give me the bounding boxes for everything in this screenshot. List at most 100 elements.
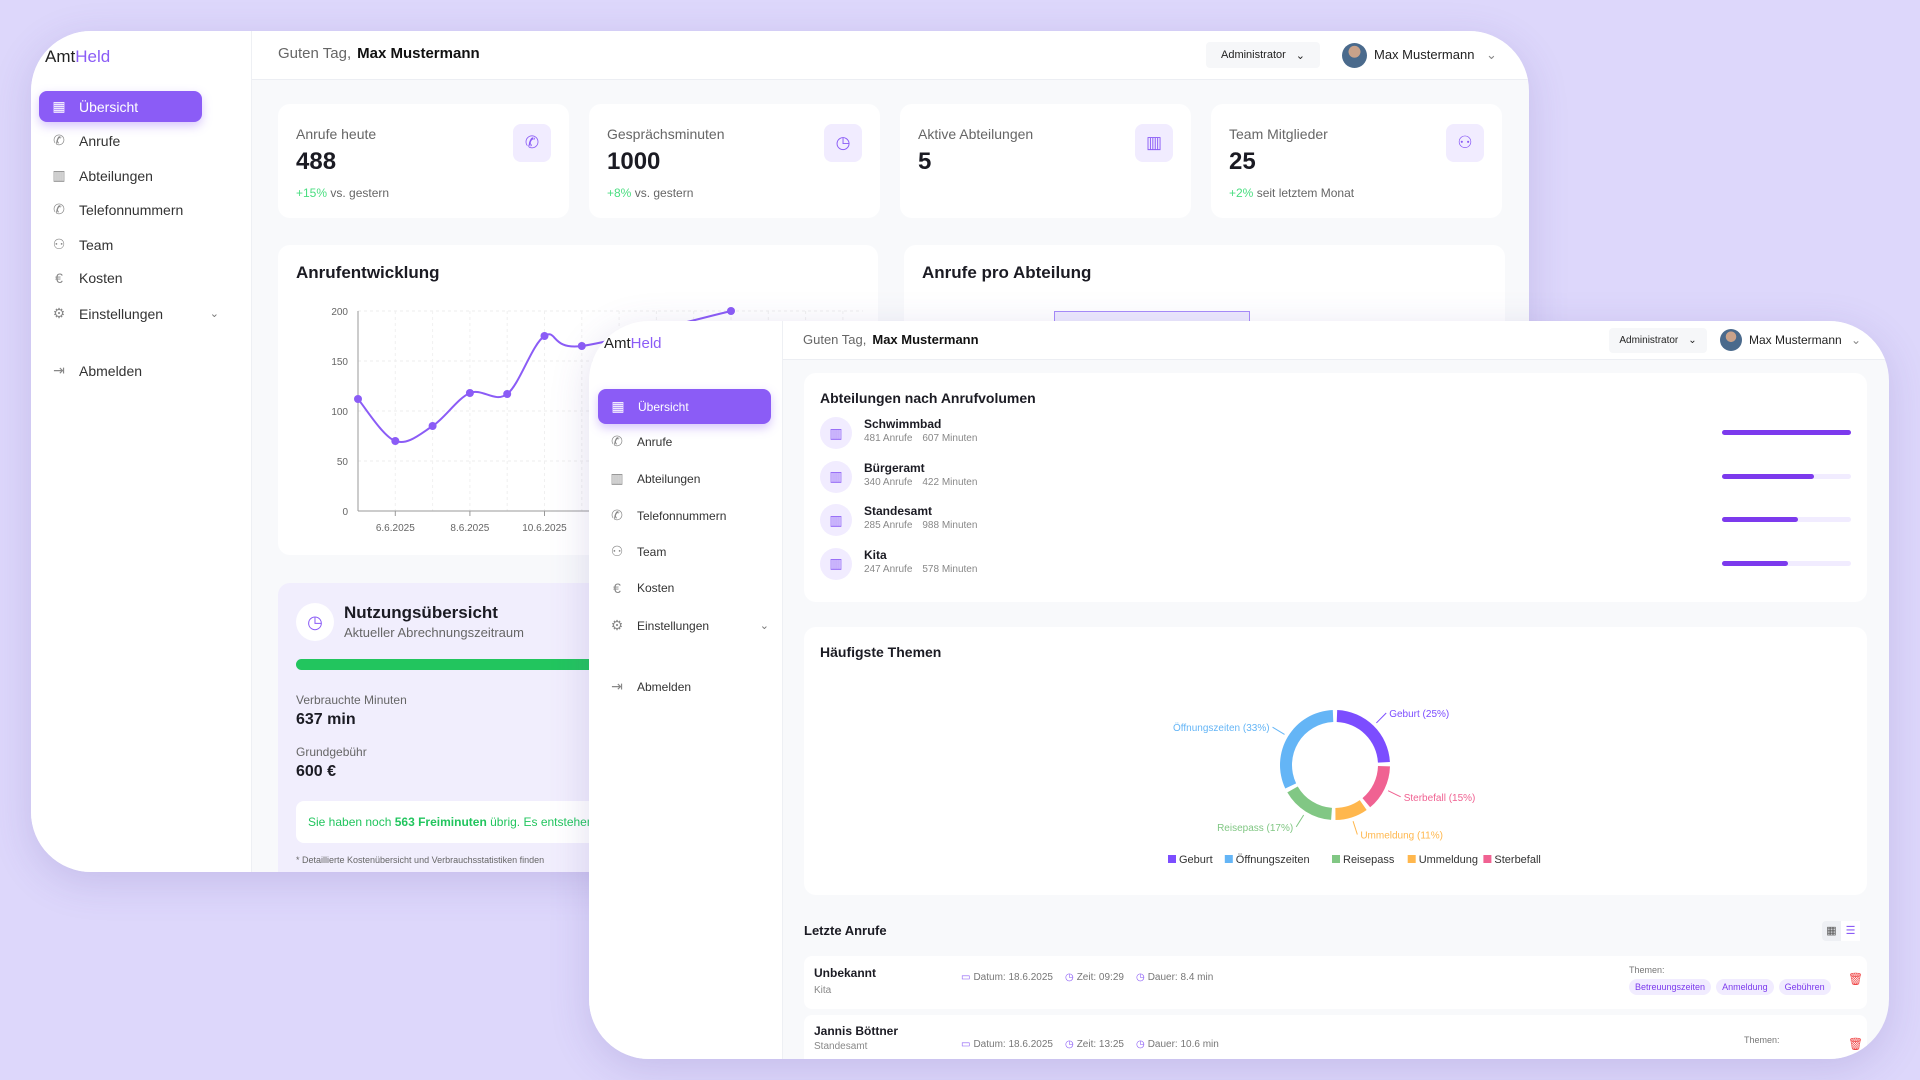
euro-icon: € bbox=[613, 580, 621, 596]
sidebar-item-abteilungen[interactable]: ▥ Abteilungen bbox=[609, 470, 700, 487]
fee-value: 600 € bbox=[296, 763, 337, 780]
nav-label: Abmelden bbox=[79, 362, 143, 379]
legend-swatch bbox=[1332, 855, 1340, 863]
slice-label: Ummeldung (11%) bbox=[1360, 830, 1443, 841]
sidebar-item-einstellungen[interactable]: ⚙ Einstellungen ⌄ bbox=[51, 305, 219, 322]
data-point bbox=[354, 395, 362, 403]
sidebar-item-kosten[interactable]: € Kosten bbox=[609, 580, 674, 596]
nav-label: Anrufe bbox=[79, 132, 121, 149]
department-row[interactable]: ▥ Kita 247 Anrufe 578 Minuten bbox=[820, 546, 1851, 582]
sidebar-item-team[interactable]: ⚇ Team bbox=[51, 236, 114, 253]
caller-name: Jannis Böttner bbox=[814, 1024, 899, 1038]
trash-icon[interactable]: 🗑 bbox=[1848, 972, 1864, 986]
donut-slice bbox=[1335, 800, 1367, 820]
used-label: Verbrauchte Minuten bbox=[296, 693, 407, 707]
chart-title: Anrufe pro Abteilung bbox=[922, 263, 1092, 282]
card-title: Häufigste Themen bbox=[820, 644, 942, 660]
sidebar-item-anrufe[interactable]: ✆ Anrufe bbox=[51, 132, 120, 149]
data-point bbox=[465, 389, 474, 397]
dashboard-window-front: AmtHeld ▦ Übersicht ✆ Anrufe ▥ Abteilungen … bbox=[589, 321, 1889, 1059]
call-row[interactable]: Unbekannt Kita ▭ Datum: 18.6.2025 ◷ Zeit: 0… bbox=[804, 956, 1867, 1009]
stat-card-team: Team Mitglieder 25 +2% seit letztem Monat ⚇ bbox=[1211, 104, 1502, 218]
sidebar-item-team[interactable]: ⚇ Team bbox=[609, 543, 667, 560]
clock-icon: ◷ bbox=[1064, 1039, 1074, 1050]
phone-icon: ✆ bbox=[53, 132, 65, 148]
grid-view-icon[interactable]: ▦ bbox=[1826, 925, 1837, 937]
role-select[interactable]: Administrator ⌄ bbox=[1206, 42, 1320, 68]
avatar[interactable] bbox=[1720, 329, 1742, 351]
department-row[interactable]: ▥ Bürgeramt 340 Anrufe 422 Minuten bbox=[820, 459, 1851, 495]
avatar[interactable] bbox=[1342, 43, 1367, 68]
tag: Anmeldung bbox=[1716, 979, 1774, 995]
header: Guten Tag, Max Mustermann Administrator ⌄ … bbox=[783, 321, 1889, 360]
department-name: Standesamt bbox=[864, 504, 933, 518]
building-icon: ▥ bbox=[820, 504, 852, 536]
sidebar-item-kosten[interactable]: € Kosten bbox=[51, 270, 123, 286]
slice-label: Reisepass (17%) bbox=[1217, 823, 1293, 834]
data-point bbox=[428, 422, 437, 430]
euro-icon: € bbox=[55, 270, 63, 286]
trash-icon[interactable]: 🗑 bbox=[1848, 1037, 1864, 1051]
gear-icon: ⚙ bbox=[610, 617, 624, 633]
slice-label: Öffnungszeiten (33%) bbox=[1173, 722, 1270, 734]
logout-button[interactable]: ⇥ Abmelden bbox=[51, 362, 142, 379]
users-icon: ⚇ bbox=[52, 236, 66, 252]
building-icon: ▥ bbox=[610, 470, 624, 486]
leader-line bbox=[1387, 790, 1401, 798]
data-point bbox=[503, 390, 512, 398]
department-row[interactable]: ▥ Schwimmbad 481 Anrufe 607 Minuten bbox=[820, 415, 1851, 451]
call-row[interactable]: Jannis Böttner Standesamt ▭ Datum: 18.6.2… bbox=[804, 1015, 1867, 1059]
sidebar-item-anrufe[interactable]: ✆ Anrufe bbox=[609, 433, 672, 450]
phone-icon: ✆ bbox=[53, 201, 65, 217]
logout-button[interactable]: ⇥ Abmelden bbox=[609, 678, 691, 695]
users-icon: ⚇ bbox=[1446, 124, 1484, 162]
calendar-icon: ▭ bbox=[961, 1039, 971, 1050]
department-bar-fill bbox=[1722, 560, 1788, 566]
departments-card: Abteilungen nach Anrufvolumen ▥ Schwimmba… bbox=[804, 373, 1867, 602]
fee-label: Grundgebühr bbox=[296, 745, 367, 759]
users-icon: ⚇ bbox=[610, 543, 624, 559]
card-title: Abteilungen nach Anrufvolumen bbox=[820, 390, 1036, 406]
role-select[interactable]: Administrator ⌄ bbox=[1609, 328, 1707, 353]
chevron-down-icon: ⌄ bbox=[1688, 335, 1697, 346]
used-value: 637 min bbox=[296, 711, 356, 728]
call-meta: ▭ Datum: 18.6.2025 ◷ Zeit: 13:25 ◷ Dauer: 10.… bbox=[961, 1039, 1219, 1050]
nav-label: Telefonnummern bbox=[637, 508, 727, 523]
building-icon: ▥ bbox=[820, 547, 852, 580]
chevron-down-icon: ⌄ bbox=[1851, 333, 1862, 347]
leader-line bbox=[1376, 712, 1387, 724]
sidebar-item-uebersicht[interactable]: ▦ Übersicht bbox=[39, 91, 202, 122]
department-bar bbox=[1722, 560, 1851, 566]
greeting: Guten Tag, Max Mustermann bbox=[278, 45, 480, 62]
sidebar-item-telefonnummern[interactable]: ✆ Telefonnummern bbox=[51, 201, 183, 218]
department-meta: 481 Anrufe 607 Minuten bbox=[864, 433, 978, 444]
chevron-down-icon: ⌄ bbox=[759, 620, 769, 632]
nav-label: Übersicht bbox=[638, 399, 689, 414]
user-menu[interactable]: Max Mustermann ⌄ bbox=[1374, 47, 1497, 62]
department-meta: 340 Anrufe 422 Minuten bbox=[864, 476, 978, 488]
stat-card-minuten: Gesprächsminuten 1000 +8% vs. gestern ◷ bbox=[589, 104, 880, 218]
stat-card-abteilungen: Aktive Abteilungen 5 ▥ bbox=[900, 104, 1191, 218]
data-point bbox=[540, 332, 549, 340]
department-row[interactable]: ▥ Standesamt 285 Anrufe 988 Minuten bbox=[820, 502, 1851, 538]
sidebar-item-telefonnummern[interactable]: ✆ Telefonnummern bbox=[609, 507, 726, 524]
sidebar-item-abteilungen[interactable]: ▥ Abteilungen bbox=[51, 167, 153, 184]
sidebar-item-uebersicht[interactable]: ▦ Übersicht bbox=[598, 389, 771, 424]
sidebar-item-einstellungen[interactable]: ⚙ Einstellungen ⌄ bbox=[609, 617, 769, 634]
donut-slice bbox=[1280, 710, 1334, 789]
usage-progress bbox=[296, 659, 876, 670]
department-name: Schwimmbad bbox=[864, 417, 942, 431]
building-icon: ▥ bbox=[52, 167, 66, 183]
legend-label: Öffnungszeiten bbox=[1236, 854, 1310, 866]
leader-line bbox=[1272, 726, 1285, 735]
greeting: Guten Tag, Max Mustermann bbox=[803, 332, 979, 347]
list-view-icon[interactable]: ☰ bbox=[1841, 921, 1860, 941]
phone-icon: ✆ bbox=[611, 433, 623, 449]
y-tick-label: 0 bbox=[342, 507, 348, 518]
view-toggle: ▦ ☰ bbox=[1822, 921, 1860, 941]
user-menu[interactable]: Max Mustermann ⌄ bbox=[1749, 333, 1862, 347]
department-meta: 285 Anrufe 988 Minuten bbox=[864, 520, 978, 531]
phone-icon: ✆ bbox=[513, 124, 551, 162]
department-name: Bürgeramt bbox=[864, 460, 925, 475]
data-point bbox=[391, 437, 400, 445]
